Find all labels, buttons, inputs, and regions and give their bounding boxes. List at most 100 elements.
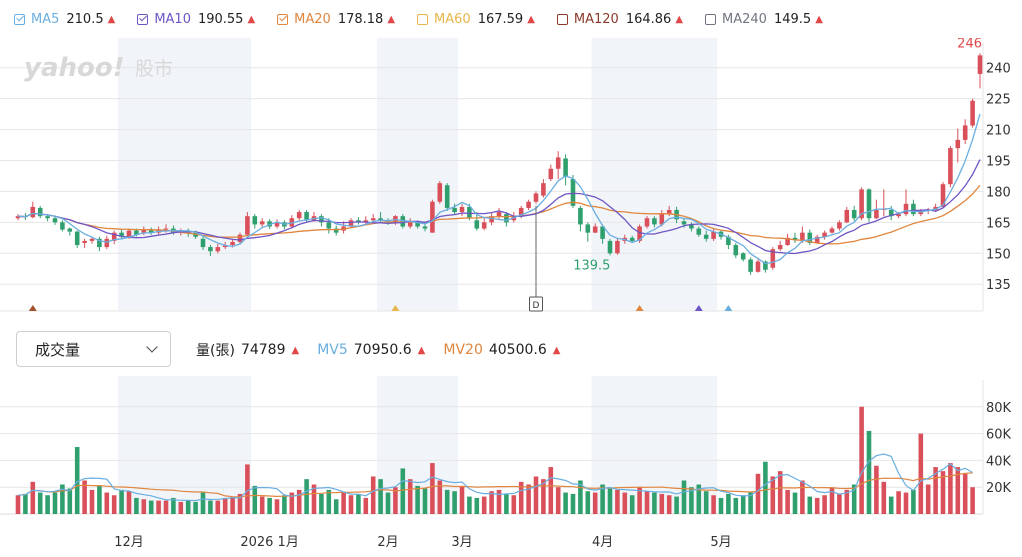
candle-body	[119, 232, 124, 237]
legend-ma5[interactable]: MA5 210.5 ▲	[14, 12, 115, 27]
event-marker	[391, 305, 400, 311]
volume-bar	[763, 461, 768, 514]
candle-body	[933, 206, 938, 210]
candle-body	[629, 237, 635, 241]
volume-bar	[97, 485, 102, 514]
up-arrow-icon: ▲	[417, 344, 426, 356]
candle-body	[792, 237, 798, 240]
candle-body	[45, 216, 50, 219]
volume-bar	[681, 480, 687, 514]
volume-bar	[600, 484, 605, 514]
candle-body	[548, 168, 554, 180]
candle-body	[896, 214, 901, 217]
volume-bar	[444, 489, 450, 514]
volume-bar	[289, 492, 295, 514]
volume-bar	[851, 484, 857, 514]
candle-body	[97, 238, 102, 248]
up-arrow-icon: ▲	[387, 13, 396, 25]
candle-body	[296, 212, 302, 219]
volume-bar	[356, 493, 361, 514]
volume-bar	[644, 491, 650, 514]
candle-body	[215, 247, 221, 252]
up-arrow-icon: ▲	[107, 13, 116, 25]
x-axis-label: 2026 1月	[240, 535, 299, 550]
volume-tick-label: 40K	[986, 454, 1012, 469]
legend-ma240-value: 149.5	[773, 11, 812, 27]
candle-body	[370, 218, 376, 221]
volume-bar	[156, 500, 161, 514]
volume-bar	[970, 487, 975, 514]
volume-bar	[437, 480, 443, 514]
candle-body	[585, 224, 591, 233]
volume-bar	[23, 493, 28, 514]
volume-bar	[940, 471, 946, 514]
candle-body	[267, 221, 272, 227]
candle-body	[319, 216, 324, 223]
volume-bar	[807, 496, 813, 514]
legend-ma20-name: MA20	[294, 11, 331, 27]
legend-ma60-checkbox[interactable]	[417, 13, 429, 25]
candle-body	[430, 201, 435, 233]
candle-body	[940, 184, 946, 207]
volume-bar	[89, 489, 95, 514]
month-shade	[591, 376, 718, 514]
vol-legend-volume-value: 74789	[240, 342, 286, 358]
volume-bar	[193, 501, 198, 514]
candle-body	[903, 203, 909, 215]
legend-ma20[interactable]: MA20 178.18 ▲	[277, 12, 395, 27]
candle-body	[245, 216, 250, 235]
x-axis-label: 12月	[114, 535, 144, 550]
volume-bar	[222, 497, 228, 514]
legend-ma120[interactable]: MA120 164.86 ▲	[556, 12, 683, 27]
legend-ma120-checkbox[interactable]	[556, 13, 568, 25]
volume-bar	[52, 492, 58, 514]
legend-ma240-name: MA240	[722, 11, 767, 27]
volume-bar	[585, 491, 591, 514]
volume-bar	[496, 489, 502, 514]
legend-ma5-checkbox[interactable]	[14, 13, 25, 25]
volume-bar	[489, 491, 494, 514]
volume-bar	[903, 492, 909, 514]
candle-body	[452, 207, 457, 213]
volume-bar	[504, 493, 509, 514]
volume-bar	[563, 492, 568, 514]
volume-bar	[245, 464, 250, 514]
volume-bar	[104, 492, 110, 514]
volume-bar	[74, 447, 80, 514]
legend-ma60[interactable]: MA60 167.59 ▲	[417, 12, 535, 27]
volume-bar	[770, 476, 776, 514]
x-axis-label: 2月	[377, 535, 398, 550]
volume-bar	[748, 492, 753, 514]
candle-body	[948, 148, 953, 185]
volume-bar	[407, 479, 413, 514]
candle-body	[259, 221, 265, 225]
candle-body	[518, 207, 524, 217]
candle-body	[689, 224, 694, 229]
volume-bar	[267, 497, 272, 514]
legend-ma240[interactable]: MA240 149.5 ▲	[705, 12, 823, 27]
candle-body	[467, 206, 472, 219]
vol-legend-volume: 量(張) 74789 ▲	[196, 340, 299, 360]
legend-ma10[interactable]: MA10 190.55 ▲	[137, 12, 255, 27]
legend-ma240-checkbox[interactable]	[705, 13, 717, 25]
legend-ma10-checkbox[interactable]	[137, 13, 149, 25]
ma10-line	[17, 159, 981, 255]
volume-bar	[548, 467, 554, 514]
indicator-dropdown[interactable]: 成交量	[16, 331, 171, 367]
volume-tick-label: 60K	[986, 428, 1012, 443]
candle-body	[814, 236, 820, 243]
legend-ma20-checkbox[interactable]	[277, 13, 289, 25]
volume-bar	[925, 484, 931, 514]
volume-bar	[837, 493, 842, 514]
volume-bar	[60, 484, 65, 514]
candle-body	[37, 207, 43, 217]
event-marker	[724, 305, 733, 311]
up-arrow-icon: ▲	[247, 13, 256, 25]
legend-ma10-name: MA10	[154, 11, 191, 27]
candle-body	[437, 183, 443, 202]
yahoo-watermark-suffix: 股市	[135, 58, 173, 80]
vol-legend-mv5-name: MV5	[317, 342, 348, 358]
candle-body	[141, 229, 147, 233]
candle-body	[607, 240, 613, 254]
volume-bar	[652, 492, 657, 514]
